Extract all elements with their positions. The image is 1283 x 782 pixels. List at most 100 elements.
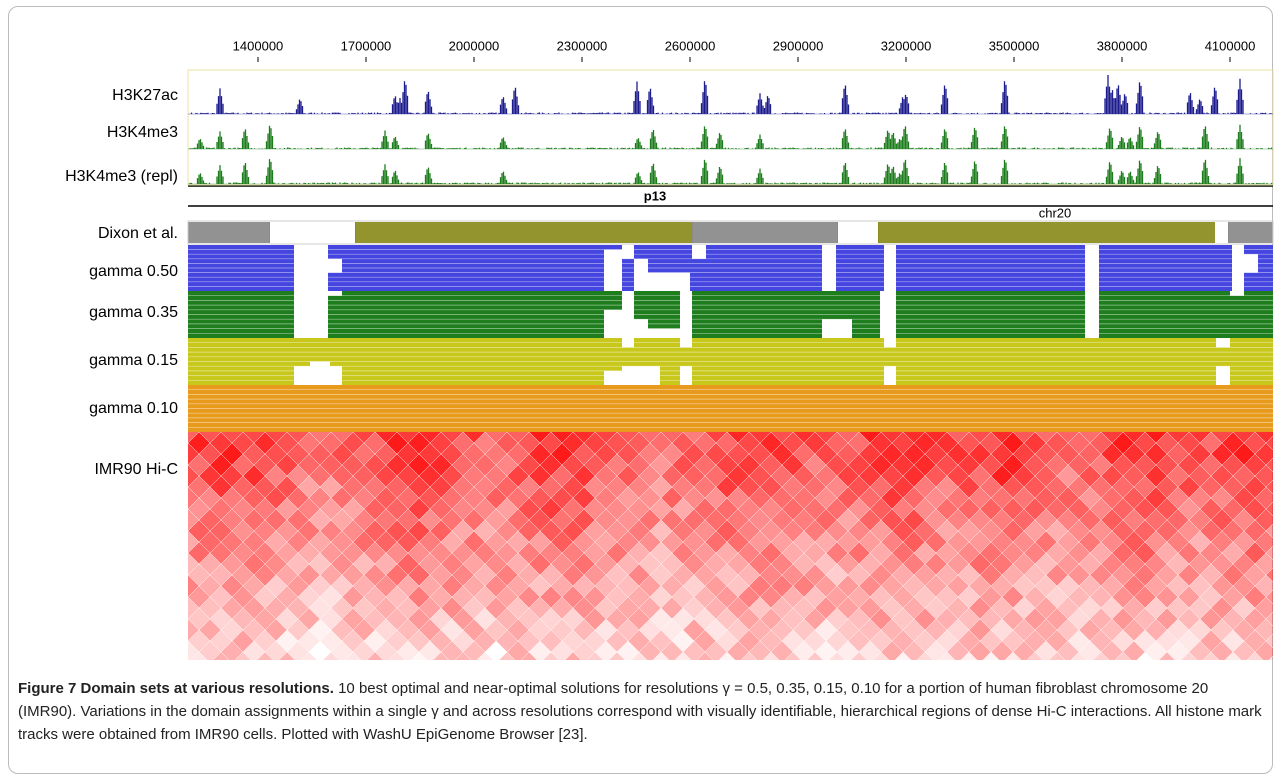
solution-separator [188, 249, 1273, 287]
track-label: H3K27ac [112, 87, 178, 104]
hic-cell [507, 663, 529, 675]
hic-cell [188, 674, 210, 675]
hic-cell [529, 663, 551, 675]
hic-cell [432, 651, 450, 660]
hic-cell [1265, 435, 1273, 451]
domain-texture [1229, 222, 1273, 243]
hic-cell [551, 663, 573, 675]
hic-cell [155, 597, 177, 619]
hic-cell [188, 552, 200, 576]
hic-cell [748, 640, 772, 660]
hic-cell [1024, 674, 1046, 675]
hic-cell [892, 674, 914, 675]
hic-cell [1255, 663, 1277, 675]
hic-cell [300, 651, 318, 660]
hic-cell [969, 663, 991, 675]
hic-cell [1100, 640, 1124, 660]
hic-cell [770, 640, 794, 660]
hic-cell [858, 640, 882, 660]
hic-cell [155, 531, 177, 553]
hic-cell [1004, 651, 1022, 660]
hic-cell [1277, 443, 1283, 465]
hic-cell [1233, 663, 1255, 675]
hic-cell [1090, 674, 1112, 675]
hic-cell [628, 674, 650, 675]
hic-cell [1166, 640, 1190, 660]
hic-cell [496, 674, 518, 675]
x-tick-label: 4100000 [1205, 38, 1256, 53]
hic-cell [287, 663, 309, 675]
hic-cell [716, 674, 738, 675]
domain-gap [328, 258, 342, 273]
hic-cell [1202, 651, 1220, 660]
hic-cell [982, 651, 1000, 660]
hic-cell [278, 651, 296, 660]
hic-cell [881, 663, 903, 675]
hic-cell [705, 663, 727, 675]
hic-cell [1188, 640, 1212, 660]
hic-cell [1254, 640, 1273, 660]
hic-cell [1265, 633, 1273, 649]
hic-cell [740, 651, 758, 660]
hic-cell [1277, 553, 1283, 575]
hic-cell [594, 640, 618, 660]
caption: Figure 7 Domain sets at various resoluti… [18, 677, 1263, 746]
hic-cell [155, 487, 177, 509]
domain-gap [692, 245, 706, 259]
hic-cell [1277, 641, 1283, 663]
hic-cell [870, 674, 892, 675]
hic-cell [1265, 567, 1273, 583]
domain-gap [634, 258, 648, 291]
hic-cell [188, 618, 189, 620]
domain [692, 222, 838, 243]
hic-cell [242, 640, 266, 660]
hic-cell [630, 651, 648, 660]
x-tick-label: 1400000 [233, 38, 284, 53]
hic-cell [661, 663, 683, 675]
hic-cell [1189, 663, 1211, 675]
hic-cell [1035, 663, 1057, 675]
hic-cell [418, 640, 442, 660]
hic-cell [410, 651, 428, 660]
track-label: H3K4me3 (repl) [65, 168, 178, 185]
hic-cell [1046, 674, 1068, 675]
hic-cell [1178, 674, 1200, 675]
x-tick-label: 2300000 [557, 38, 608, 53]
hic-cell [771, 663, 793, 675]
hic-cell [330, 640, 354, 660]
hic-cell [528, 640, 552, 660]
hic-cell [234, 651, 252, 660]
hic-cell [1101, 663, 1123, 675]
x-tick-label: 3200000 [881, 38, 932, 53]
x-tick-label: 1700000 [341, 38, 392, 53]
hic-cell [639, 663, 661, 675]
hic-cell [1232, 640, 1256, 660]
hic-cell [474, 674, 496, 675]
hic-cell [188, 464, 200, 488]
hic-cell [188, 596, 200, 620]
hic-cell [506, 640, 530, 660]
hic-cell [198, 640, 222, 660]
hic-cell [1266, 674, 1283, 675]
hic-cell [264, 640, 288, 660]
hic-cell [674, 651, 692, 660]
hic-cell [188, 640, 200, 660]
hic-cell [1224, 651, 1242, 660]
domain [878, 222, 1215, 243]
hic-heatmap [155, 432, 1283, 675]
hic-cell [331, 663, 353, 675]
hic-cell [188, 486, 200, 510]
hic-cell [1265, 457, 1273, 473]
track-label: gamma 0.15 [89, 352, 178, 369]
hic-cell [947, 663, 969, 675]
hic-cell [1026, 651, 1044, 660]
hic-cell [784, 651, 802, 660]
hic-cell [1277, 619, 1283, 641]
hic-cell [188, 442, 200, 466]
hic-cell [440, 640, 464, 660]
hic-cell [188, 552, 189, 554]
hic-cell [1002, 674, 1024, 675]
hic-cell [660, 640, 684, 660]
hic-cell [1265, 589, 1273, 605]
